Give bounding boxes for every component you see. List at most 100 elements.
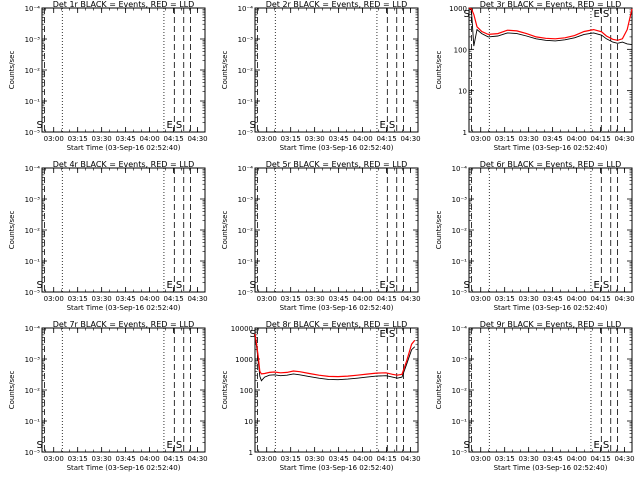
x-tick-label: 03:45 [116,135,136,143]
marker-label: E [166,120,172,131]
x-tick-label: 03:30 [519,295,539,303]
x-tick-label: 04:00 [140,135,160,143]
x-tick-label: 03:45 [543,295,563,303]
panel-det-4: Det 4r BLACK = Events, RED = LLD 10⁻⁵ 10⁻¹… [8,160,208,312]
marker-label: S [37,280,43,291]
x-tick-label: 03:45 [116,295,136,303]
marker-label: S [250,120,256,131]
marker-label: S [603,280,609,291]
x-axis-label: Start Time (03-Sep-16 02:52:40) [67,144,181,152]
x-tick-label: 03:30 [305,295,325,303]
x-tick-label: 03:15 [495,135,515,143]
x-tick-label: 03:30 [92,135,112,143]
x-axis-label: Start Time (03-Sep-16 02:52:40) [494,144,608,152]
y-tick-label: 10⁻⁴ [25,165,41,173]
marker-label: S [389,280,395,291]
y-tick-label: 10⁻⁵ [238,129,254,137]
marker-label: E [593,280,599,291]
y-tick-label: 10⁻³ [238,196,254,204]
y-tick-label: 10⁻⁴ [25,5,41,13]
y-axis-label: Counts/sec [221,371,229,410]
x-tick-label: 04:15 [590,455,610,463]
x-tick-label: 04:00 [140,455,160,463]
x-tick-label: 04:00 [567,455,587,463]
x-tick-label: 03:45 [543,455,563,463]
x-tick-label: 03:30 [305,135,325,143]
y-tick-label: 10⁻¹ [25,98,41,106]
y-tick-label: 1 [463,129,467,137]
x-tick-label: 03:00 [471,455,491,463]
panel-title: Det 9r BLACK = Events, RED = LLD [480,320,622,329]
y-tick-label: 10⁻⁴ [238,165,254,173]
y-axis-label: Counts/sec [435,211,443,250]
x-tick-label: 03:30 [519,135,539,143]
x-axis-label: Start Time (03-Sep-16 02:52:40) [67,304,181,312]
y-axis-label: Counts/sec [221,51,229,90]
y-tick-label: 10⁻⁵ [452,289,468,297]
x-tick-label: 04:30 [614,295,634,303]
panel-title: Det 2r BLACK = Events, RED = LLD [266,0,408,9]
x-tick-label: 03:30 [305,455,325,463]
y-tick-label: 10⁻³ [25,36,41,44]
x-tick-label: 03:00 [471,295,491,303]
panel-det-5: Det 5r BLACK = Events, RED = LLD 10⁻⁵ 10⁻¹… [221,160,421,312]
lld-series-line [468,7,633,41]
marker-label: S [250,280,256,291]
y-tick-label: 10⁻⁵ [25,449,41,457]
x-tick-label: 03:00 [471,135,491,143]
marker-label: S [389,329,395,340]
panel-det-1: Det 1r BLACK = Events, RED = LLD 10⁻⁵ 10⁻¹… [8,0,208,152]
marker-label: S [176,440,182,451]
panel-det-3: Det 3r BLACK = Events, RED = LLD 1 10 100 10… [435,0,635,152]
x-tick-label: 03:45 [543,135,563,143]
y-tick-label: 10⁻³ [452,356,468,364]
x-axis-label: Start Time (03-Sep-16 02:52:40) [280,304,394,312]
y-tick-label: 10⁻¹ [25,418,41,426]
y-tick-label: 10⁻¹ [452,418,468,426]
marker-label: E [593,440,599,451]
y-tick-label: 10⁻³ [452,196,468,204]
y-tick-label: 100 [240,387,253,395]
marker-label: S [176,120,182,131]
y-tick-label: 10⁻⁵ [25,129,41,137]
x-tick-label: 03:00 [257,135,277,143]
marker-label: S [464,440,470,451]
x-tick-label: 04:15 [590,135,610,143]
x-tick-label: 03:00 [44,295,64,303]
x-tick-label: 04:00 [567,295,587,303]
plot-frame [468,7,633,133]
x-tick-label: 03:00 [257,455,277,463]
x-tick-label: 04:30 [614,135,634,143]
x-tick-label: 04:30 [187,295,207,303]
x-tick-label: 04:30 [400,295,420,303]
marker-label: S [464,9,470,20]
y-tick-label: 10 [458,88,467,96]
x-tick-label: 04:00 [353,135,373,143]
x-tick-label: 04:15 [163,295,183,303]
panel-title: Det 1r BLACK = Events, RED = LLD [53,0,195,9]
marker-label: E [379,120,385,131]
y-tick-label: 10000 [231,325,253,333]
panel-title: Det 3r BLACK = Events, RED = LLD [480,0,622,9]
y-tick-label: 10⁻⁴ [25,325,41,333]
y-axis-label: Counts/sec [435,371,443,410]
x-tick-label: 03:45 [329,135,349,143]
y-tick-label: 10⁻¹ [238,258,254,266]
panel-det-8: Det 8r BLACK = Events, RED = LLD 1 10 100 10… [221,320,421,472]
y-tick-label: 10 [244,418,253,426]
x-tick-label: 04:00 [353,455,373,463]
x-axis-label: Start Time (03-Sep-16 02:52:40) [280,464,394,472]
y-axis-label: Counts/sec [221,211,229,250]
x-tick-label: 03:45 [329,455,349,463]
y-tick-label: 10⁻³ [25,356,41,364]
x-tick-label: 04:15 [163,135,183,143]
x-tick-label: 03:15 [68,295,88,303]
marker-label: S [603,9,609,20]
panel-title: Det 7r BLACK = Events, RED = LLD [53,320,195,329]
marker-label: S [37,120,43,131]
y-tick-label: 1000 [449,5,467,13]
y-tick-label: 10⁻² [452,227,468,235]
events-series-line [468,7,633,47]
x-tick-label: 03:00 [257,295,277,303]
x-tick-label: 04:30 [400,135,420,143]
